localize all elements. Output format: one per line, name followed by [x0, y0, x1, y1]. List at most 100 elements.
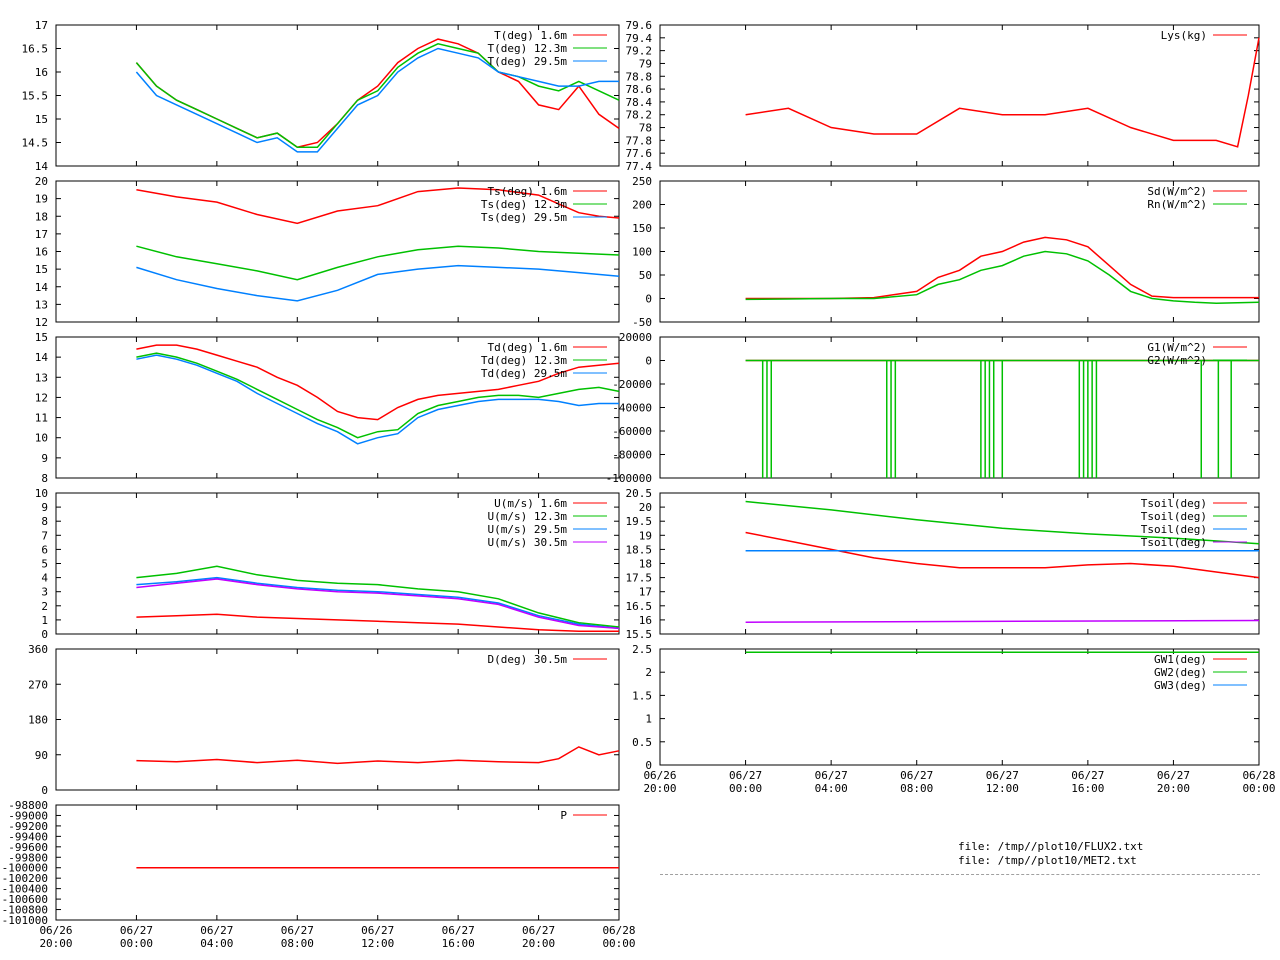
legend-label: T(deg) 1.6m: [494, 29, 567, 42]
panel-temp: 14 14.5 15 15.5 16 16.5 17 T(deg) 1.6mT(deg) 12…: [22, 19, 620, 173]
series-line-dir-0: [136, 746, 620, 765]
legend-label: GW3(deg): [1154, 679, 1207, 692]
panel-lys: 77.477.677.87878.278.478.678.87979.279.4…: [626, 19, 1260, 173]
y-tick-label: 2: [645, 666, 652, 679]
y-tick-label: 20: [639, 501, 652, 514]
legend-label: U(m/s) 29.5m: [488, 523, 568, 536]
y-tick-label: 17.5: [626, 572, 653, 585]
series-line-wind-3: [136, 578, 620, 630]
x-tick-label: 04:00: [200, 937, 233, 950]
x-tick-label: 08:00: [281, 937, 314, 950]
x-tick-label: 12:00: [986, 782, 1019, 795]
y-tick-label: 13: [35, 371, 48, 384]
file-label-flux: file: /tmp//plot10/FLUX2.txt: [958, 840, 1144, 853]
series-line-ts-1: [136, 245, 620, 281]
y-tick-label: 9: [41, 501, 48, 514]
x-tick-label: 20:00: [39, 937, 72, 950]
y-tick-label: 0: [645, 293, 652, 306]
y-tick-label: 15.5: [626, 628, 653, 641]
y-tick-label: 8: [41, 472, 48, 485]
y-tick-label: -100200: [2, 872, 48, 885]
x-tick-label: 00:00: [729, 782, 762, 795]
y-tick-label: 150: [632, 222, 652, 235]
panel-frame: [659, 648, 1260, 766]
y-tick-label: 18: [35, 210, 48, 223]
panel-rad: -50 0 50 100 150 200 250 Sd(W/m^2)Rn(W/m^2): [632, 175, 1260, 329]
y-tick-label: 0: [645, 355, 652, 368]
y-tick-label: -100600: [2, 893, 48, 906]
y-tick-label: 77.4: [626, 160, 653, 173]
y-tick-label: 8: [41, 515, 48, 528]
y-tick-label: 0: [41, 628, 48, 641]
x-tick-label: 06/27: [986, 769, 1019, 782]
y-tick-label: 9: [41, 452, 48, 465]
y-tick-label: 12: [35, 391, 48, 404]
series-line-wind-0: [136, 613, 619, 632]
panel-frame: [55, 648, 620, 791]
legend-label: G2(W/m^2): [1147, 354, 1207, 367]
legend-label: Sd(W/m^2): [1147, 185, 1207, 198]
panel-frame: [55, 804, 620, 921]
x-tick-label: 16:00: [1071, 782, 1104, 795]
y-tick-label: 77.6: [626, 147, 653, 160]
x-tick-label: 06/27: [120, 924, 153, 937]
legend-label: U(m/s) 30.5m: [488, 536, 568, 549]
y-tick-label: 18.5: [626, 543, 653, 556]
y-tick-label: -100400: [2, 883, 48, 896]
series-line-rad-1: [745, 250, 1260, 304]
y-tick-label: 79.6: [626, 19, 653, 32]
y-tick-label: 0: [41, 784, 48, 797]
legend-label: Tsoil(deg): [1141, 497, 1207, 510]
y-tick-label: 14: [35, 160, 49, 173]
y-tick-label: 78: [639, 122, 652, 135]
y-tick-label: 6: [41, 543, 48, 556]
x-tick-label: 20:00: [1157, 782, 1190, 795]
legend-label: T(deg) 29.5m: [488, 55, 568, 68]
y-tick-label: 77.8: [626, 134, 653, 147]
y-tick-label: 79.4: [626, 32, 653, 45]
x-tick-label: 12:00: [361, 937, 394, 950]
x-tick-label: 06/27: [522, 924, 555, 937]
y-tick-label: -100000: [2, 862, 48, 875]
y-tick-label: -99600: [8, 841, 48, 854]
legend-label: Td(deg) 12.3m: [481, 354, 567, 367]
file-label-met: file: /tmp//plot10/MET2.txt: [958, 854, 1137, 867]
y-tick-label: 250: [632, 175, 652, 188]
legend-label: Tsoil(deg): [1141, 510, 1207, 523]
legend-label: Ts(deg) 12.3m: [481, 198, 567, 211]
y-tick-label: -40000: [612, 402, 652, 415]
x-tick-label: 06/28: [602, 924, 635, 937]
series-line-td-0: [136, 344, 620, 421]
y-tick-label: 2: [41, 600, 48, 613]
x-tick-label: 08:00: [900, 782, 933, 795]
x-tick-label: 06/27: [1071, 769, 1104, 782]
x-tick-label: 16:00: [442, 937, 475, 950]
y-tick-label: 360: [28, 643, 48, 656]
x-tick-label: 06/26: [643, 769, 676, 782]
y-tick-label: 16: [35, 246, 48, 259]
series-line-temp-1: [135, 43, 620, 148]
x-tick-label: 06/27: [1157, 769, 1190, 782]
series-line-ts-0: [136, 187, 620, 225]
x-tick-label: 06/26: [39, 924, 72, 937]
legend-label: G1(W/m^2): [1147, 341, 1207, 354]
y-tick-label: 18: [639, 558, 652, 571]
x-tick-label: 20:00: [522, 937, 555, 950]
y-tick-label: 2.5: [632, 643, 652, 656]
y-tick-label: -60000: [612, 425, 652, 438]
legend-label: GW1(deg): [1154, 653, 1207, 666]
y-tick-label: 79: [639, 57, 652, 70]
series-line-tsoil-0: [745, 531, 1260, 579]
y-tick-label: 16.5: [626, 600, 653, 613]
y-tick-label: -100000: [606, 472, 652, 485]
x-tick-label: 00:00: [602, 937, 635, 950]
y-tick-label: 50: [639, 269, 652, 282]
legend-label: Td(deg) 1.6m: [488, 341, 568, 354]
y-tick-label: -99400: [8, 830, 48, 843]
series-line-temp-2: [135, 47, 619, 153]
